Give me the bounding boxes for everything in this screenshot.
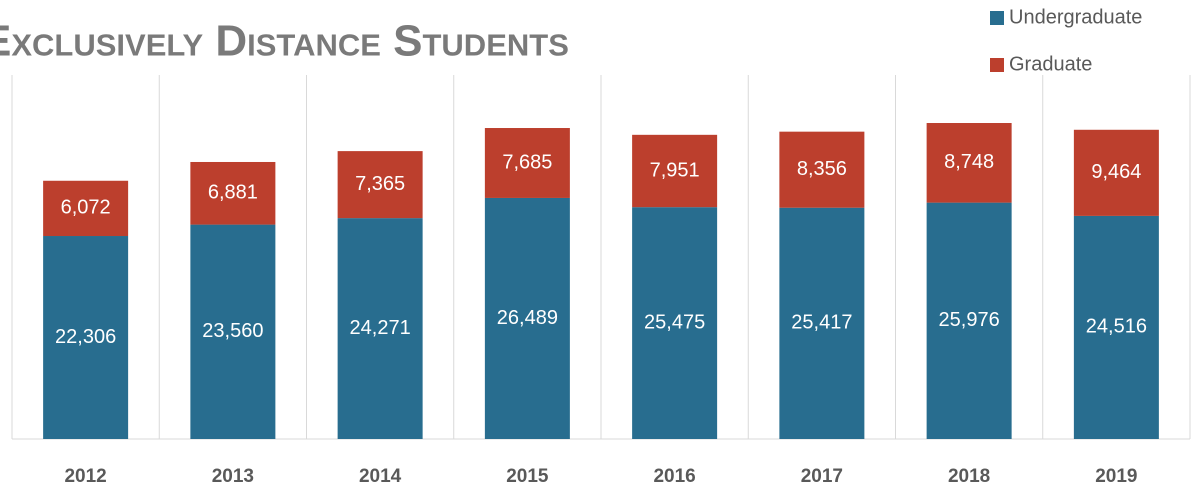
x-tick-label: 2018 [948, 466, 990, 486]
bar-segment [43, 180, 129, 237]
bar-segment [337, 218, 423, 439]
chart-title: Exclusively Distance Students [0, 17, 569, 66]
bar-segment [337, 151, 423, 219]
bar-segment [632, 134, 718, 208]
value-label: 7,365 [355, 173, 405, 195]
bar-segment [484, 128, 570, 198]
value-label: 24,516 [1086, 316, 1147, 338]
bar-segment [190, 161, 276, 225]
x-tick-label: 2014 [359, 466, 402, 486]
bar-segment [484, 197, 570, 439]
value-label: 22,306 [55, 326, 116, 348]
bar-segment [1073, 215, 1159, 439]
legend-label: Graduate [1009, 53, 1092, 75]
bar-segment [190, 224, 276, 439]
value-label: 25,976 [939, 309, 1000, 331]
value-label: 7,685 [502, 151, 552, 173]
bar-segment [779, 207, 865, 439]
bar-segment [43, 236, 129, 439]
x-tick-label: 2013 [212, 466, 254, 486]
value-label: 8,356 [797, 158, 847, 180]
x-tick-label: 2017 [801, 466, 843, 486]
value-label: 25,417 [791, 312, 852, 334]
value-label: 7,951 [650, 159, 700, 181]
bar-segment [1073, 129, 1159, 216]
value-label: 8,748 [944, 151, 994, 173]
legend-swatch [990, 58, 1004, 72]
value-label: 6,072 [61, 197, 111, 219]
x-tick-label: 2016 [653, 466, 695, 486]
legend-swatch [990, 11, 1004, 25]
value-label: 25,475 [644, 311, 705, 333]
value-label: 24,271 [350, 317, 411, 339]
value-label: 9,464 [1091, 161, 1141, 183]
value-label: 26,489 [497, 307, 558, 329]
bar-segment [926, 123, 1012, 203]
bar-segment [632, 207, 718, 439]
x-tick-label: 2015 [506, 466, 549, 486]
bar-segment [779, 131, 865, 208]
value-label: 6,881 [208, 182, 258, 204]
x-tick-label: 2012 [64, 466, 106, 486]
legend-label: Undergraduate [1009, 6, 1142, 28]
bar-segment [926, 202, 1012, 439]
value-label: 23,560 [202, 320, 263, 342]
x-tick-label: 2019 [1095, 466, 1137, 486]
